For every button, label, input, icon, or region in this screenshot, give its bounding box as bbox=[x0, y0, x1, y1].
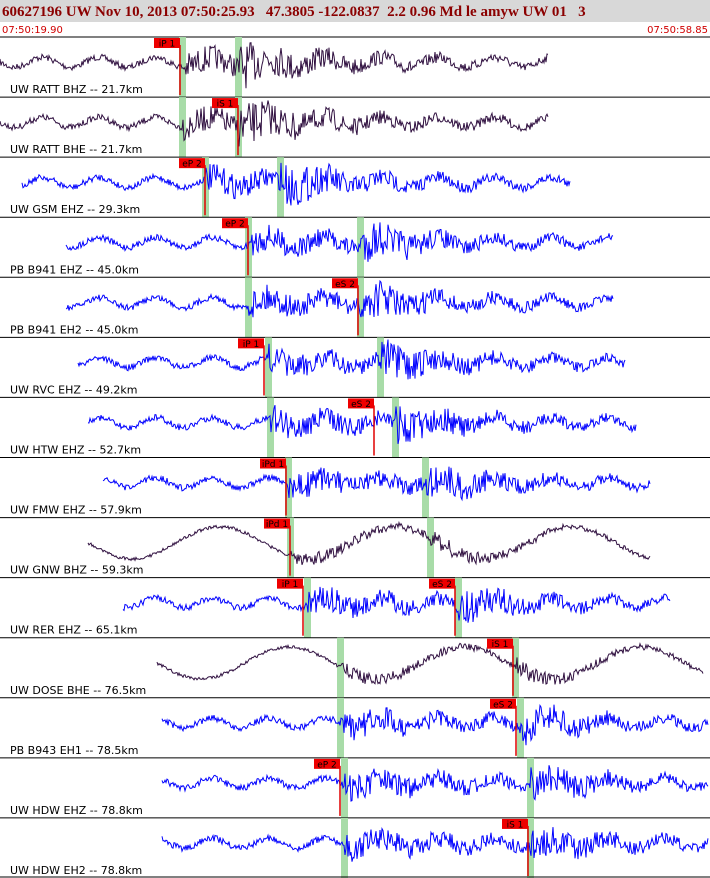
pick-tag bbox=[348, 398, 374, 409]
waveform bbox=[0, 100, 549, 147]
pick-label: eP 2 bbox=[317, 760, 337, 770]
traces: iP 1 UW RATT BHZ -- 21.7km iS 1 UW RATT BHE… bbox=[0, 36, 710, 878]
pick-tag bbox=[487, 638, 513, 649]
trace-label: UW DOSE BHE -- 76.5km bbox=[10, 684, 146, 697]
pick-tag bbox=[260, 458, 286, 469]
event-title: 60627196 UW Nov 10, 2013 07:50:25.93 47.… bbox=[2, 4, 586, 20]
pick-label: eP 2 bbox=[182, 160, 202, 170]
phase-band bbox=[455, 577, 462, 638]
pick-tag bbox=[212, 98, 238, 109]
pick-tag bbox=[154, 38, 180, 48]
pick-label: eS 2 bbox=[493, 700, 513, 710]
trace-label: UW RER EHZ -- 65.1km bbox=[10, 624, 137, 637]
phase-band bbox=[427, 517, 434, 578]
waveform bbox=[0, 42, 549, 89]
phase-band bbox=[357, 217, 364, 278]
pick-tag bbox=[222, 218, 248, 229]
pick-label: iP 1 bbox=[159, 40, 176, 50]
pick-tag bbox=[332, 278, 358, 289]
phase-band bbox=[265, 337, 272, 398]
pick-label: iS 1 bbox=[492, 640, 509, 650]
trace-label: UW RATT BHZ -- 21.7km bbox=[10, 83, 143, 96]
phase-band bbox=[337, 637, 344, 698]
pick-tag bbox=[314, 758, 340, 769]
header-bar bbox=[0, 0, 710, 22]
pick-tag bbox=[277, 578, 303, 589]
trace-label: PB B941 EH2 -- 45.0km bbox=[10, 323, 138, 336]
start-time: 07:50:19.90 bbox=[2, 25, 63, 36]
phase-band bbox=[179, 37, 186, 98]
waveform bbox=[156, 642, 704, 685]
pick-label: iP 1 bbox=[282, 580, 299, 590]
waveform bbox=[65, 222, 614, 262]
pick-label: iPd 1 bbox=[262, 460, 284, 470]
waveform bbox=[102, 466, 651, 502]
phase-band bbox=[337, 697, 344, 758]
end-time: 07:50:58.85 bbox=[647, 25, 708, 36]
phase-band bbox=[422, 457, 429, 518]
trace-label: UW RVC EHZ -- 49.2km bbox=[10, 383, 137, 396]
waveform bbox=[87, 520, 651, 566]
trace-label: UW HDW EHZ -- 78.8km bbox=[10, 804, 143, 817]
pick-label: eP 2 bbox=[225, 220, 245, 230]
pick-label: eS 2 bbox=[432, 580, 452, 590]
pick-tag bbox=[502, 818, 528, 829]
trace-label: PB B943 EH1 -- 78.5km bbox=[10, 744, 138, 757]
waveform bbox=[87, 404, 637, 444]
pick-label: iP 1 bbox=[243, 340, 260, 350]
waveform bbox=[161, 827, 709, 862]
pick-label: eS 2 bbox=[335, 280, 355, 290]
pick-label: iS 1 bbox=[507, 820, 524, 830]
phase-band bbox=[392, 397, 399, 458]
trace-label: UW FMW EHZ -- 57.9km bbox=[10, 504, 142, 517]
trace-label: UW RATT BHE -- 21.7km bbox=[10, 143, 142, 156]
trace-label: UW GNW BHZ -- 59.3km bbox=[10, 564, 143, 577]
pick-label: iS 1 bbox=[217, 100, 234, 110]
pick-label: iPd 1 bbox=[266, 520, 288, 530]
pick-tag bbox=[179, 158, 205, 169]
phase-band bbox=[527, 817, 534, 878]
pick-tag bbox=[429, 578, 455, 589]
phase-band bbox=[341, 757, 348, 818]
waveform bbox=[161, 703, 709, 746]
phase-band bbox=[357, 277, 364, 338]
waveform bbox=[161, 765, 709, 802]
phase-band bbox=[285, 457, 292, 518]
trace-label: UW HTW EHZ -- 52.7km bbox=[10, 444, 141, 457]
trace-label: UW HDW EH2 -- 78.8km bbox=[10, 864, 142, 877]
pick-tag bbox=[264, 518, 290, 529]
waveform bbox=[65, 279, 614, 318]
trace-label: UW GSM EHZ -- 29.3km bbox=[10, 203, 140, 216]
pick-label: eS 2 bbox=[351, 400, 371, 410]
waveform bbox=[77, 339, 626, 380]
waveform bbox=[21, 162, 571, 206]
trace-label: PB B941 EHZ -- 45.0km bbox=[10, 263, 139, 276]
pick-tag bbox=[490, 698, 516, 709]
pick-tag bbox=[238, 338, 264, 349]
waveform bbox=[122, 586, 671, 623]
